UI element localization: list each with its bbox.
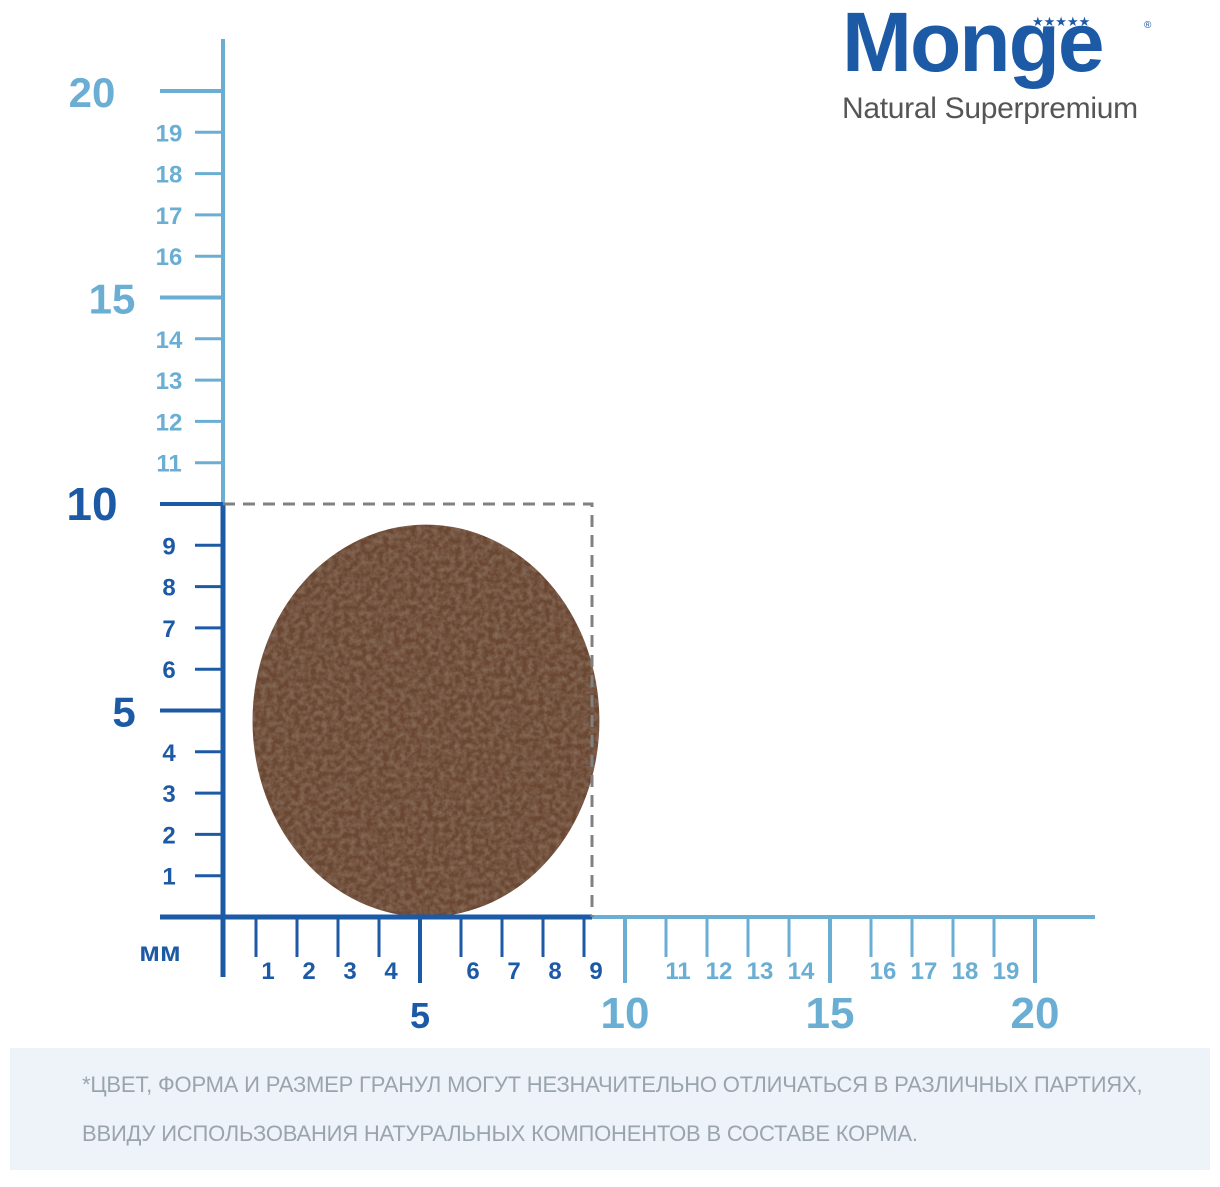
y-minor-label: 17 (156, 203, 183, 230)
x-minor-label: 18 (952, 958, 979, 985)
x-minor-label: 8 (548, 958, 561, 985)
brand-logo: Monge ★★★★★ ® Natural Superpremium (838, 0, 1168, 128)
registered-mark: ® (1144, 20, 1152, 31)
x-minor-label: 12 (706, 958, 733, 985)
x-minor-label: 2 (302, 958, 315, 985)
brand-name: Monge (842, 0, 1105, 89)
y-minor-label: 18 (156, 162, 183, 189)
y-minor-label: 8 (162, 575, 175, 602)
y-minor-label: 7 (162, 616, 175, 643)
x-minor-label: 9 (589, 958, 602, 985)
x-minor-label: 3 (343, 958, 356, 985)
y-minor-label: 6 (162, 657, 175, 684)
x-minor-label: 17 (911, 958, 938, 985)
x-minor-label: 19 (993, 958, 1020, 985)
brand-tagline: Natural Superpremium (842, 92, 1138, 125)
y-minor-label: 4 (162, 740, 176, 767)
x-minor-label: 13 (747, 958, 774, 985)
y-minor-label: 2 (162, 822, 175, 849)
disclaimer-footnote: *ЦВЕТ, ФОРМА И РАЗМЕР ГРАНУЛ МОГУТ НЕЗНА… (10, 1048, 1210, 1170)
y-minor-label: 3 (162, 781, 175, 808)
x-major-label: 10 (601, 989, 650, 1038)
x-minor-label: 14 (788, 958, 815, 985)
x-minor-label: 7 (507, 958, 520, 985)
x-major-label: 5 (410, 995, 430, 1036)
y-major-label: 20 (69, 69, 116, 116)
x-minor-label: 6 (466, 958, 479, 985)
y-minor-label: 14 (156, 327, 183, 354)
y-major-label: 10 (66, 478, 117, 530)
footnote-line-1: *ЦВЕТ, ФОРМА И РАЗМЕР ГРАНУЛ МОГУТ НЕЗНА… (82, 1072, 1143, 1097)
unit-label: мм (139, 936, 180, 967)
y-major-label: 15 (89, 276, 136, 323)
kibble-bounds-box (223, 502, 594, 917)
y-minor-label: 16 (156, 244, 183, 271)
y-minor-label: 1 (162, 864, 175, 891)
footnote-line-2: ВВИДУ ИСПОЛЬЗОВАНИЯ НАТУРАЛЬНЫХ КОМПОНЕН… (82, 1121, 918, 1146)
y-minor-label: 11 (156, 451, 181, 478)
y-minor-label: 9 (162, 533, 175, 560)
x-minor-label: 11 (665, 958, 690, 985)
brand-stars-icon: ★★★★★ (1032, 14, 1091, 29)
kibble-image (252, 524, 600, 917)
y-minor-label: 19 (156, 120, 183, 147)
x-minor-label: 4 (384, 958, 398, 985)
y-major-label: 5 (112, 689, 135, 736)
x-major-label: 20 (1011, 989, 1060, 1038)
y-minor-label: 13 (156, 368, 183, 395)
y-minor-label: 12 (156, 409, 183, 436)
x-major-label: 15 (806, 989, 855, 1038)
x-minor-label: 1 (261, 958, 274, 985)
x-minor-label: 16 (870, 958, 897, 985)
